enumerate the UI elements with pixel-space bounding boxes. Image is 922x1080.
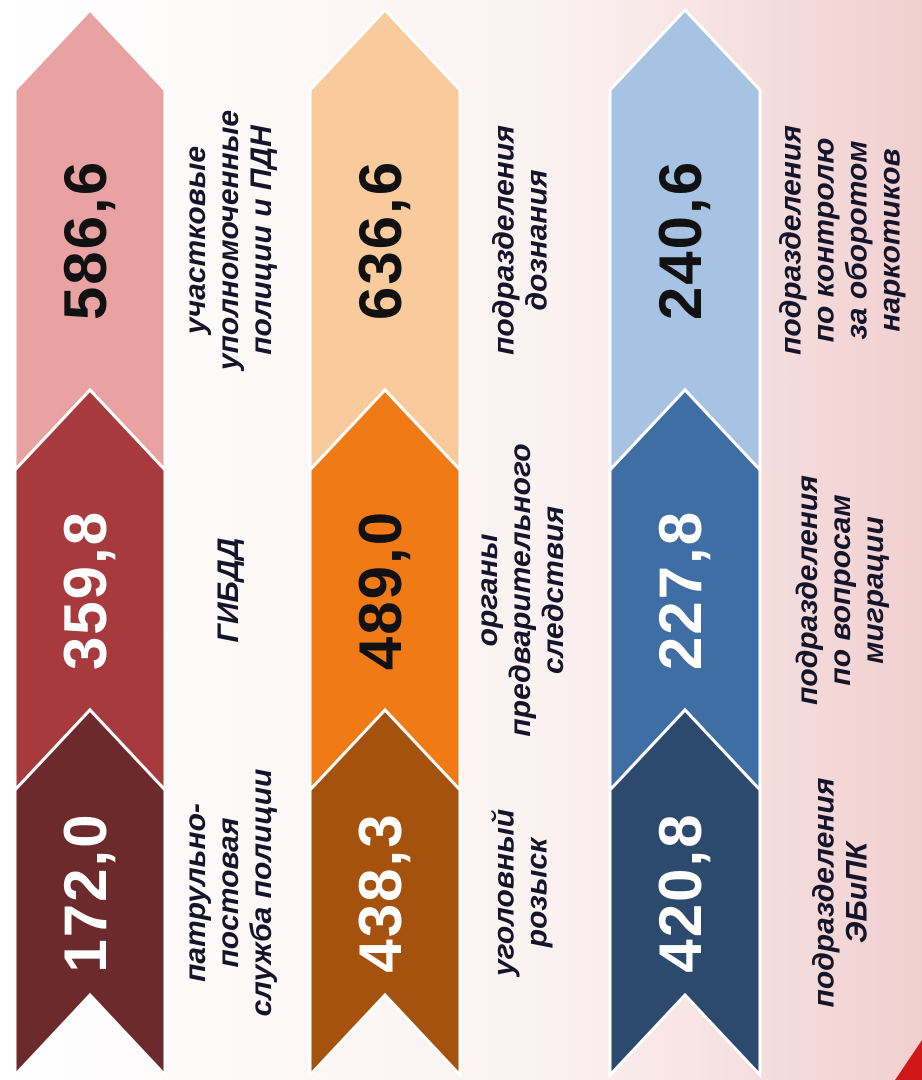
- label-line: ГИБДД: [212, 538, 245, 643]
- label-line: полиции и ПДН: [245, 124, 278, 355]
- label-line: патрульно-: [179, 803, 212, 982]
- label-line: за оборотом: [840, 141, 873, 340]
- label-line: по вопросам: [824, 494, 857, 685]
- label-line: участковые: [179, 146, 212, 336]
- value: 359,8: [52, 510, 119, 670]
- label-line: органы: [471, 533, 504, 646]
- label-line: служба полиции: [245, 769, 278, 1017]
- label-line: постовая: [212, 817, 245, 967]
- label-line: уголовный: [487, 809, 520, 978]
- label-line: подразделения: [807, 777, 840, 1007]
- chevron: [308, 707, 462, 1079]
- value: 227,8: [647, 510, 714, 670]
- value: 240,6: [647, 160, 714, 320]
- label-line: миграции: [857, 516, 890, 664]
- label-line: наркотиков: [873, 148, 906, 331]
- content: 586,6 участковые уполномоченные полиции и П…: [13, 7, 906, 1079]
- value: 172,0: [52, 812, 119, 972]
- value: 438,3: [347, 812, 414, 972]
- label-line: подразделения: [774, 125, 807, 355]
- label-line: предварительного: [504, 443, 537, 736]
- label-line: розыск: [520, 836, 553, 948]
- label-line: подразделения: [487, 125, 520, 355]
- value: 586,6: [52, 160, 119, 320]
- chevron: [608, 707, 762, 1079]
- corner-accent: [895, 1040, 922, 1080]
- label-line: по контролю: [807, 138, 840, 343]
- label-line: дознания: [520, 169, 553, 310]
- value: 489,0: [347, 510, 414, 670]
- label-line: подразделения: [791, 475, 824, 705]
- label-line: ЭБиПК: [840, 839, 873, 943]
- chevron: [13, 707, 167, 1079]
- value: 636,6: [347, 160, 414, 320]
- label-line: следствия: [537, 506, 570, 674]
- label-line: уполномоченные: [212, 110, 245, 372]
- value: 420,8: [647, 812, 714, 972]
